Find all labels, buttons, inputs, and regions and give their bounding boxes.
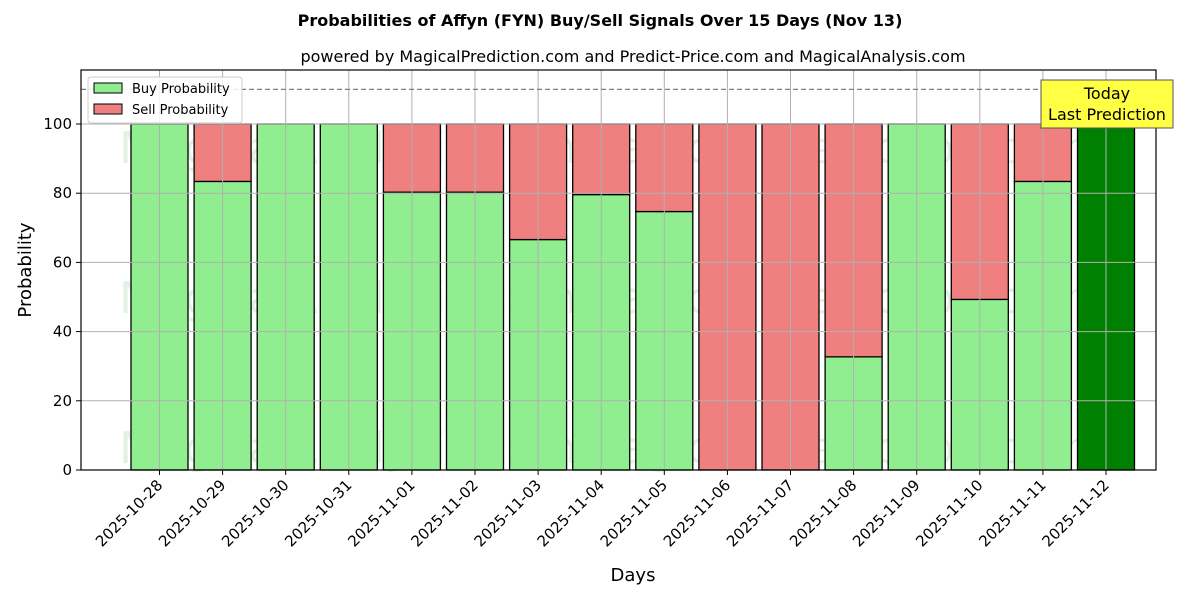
x-axis-label: Days bbox=[611, 565, 656, 586]
x-tick-label: 2025-10-30 bbox=[218, 476, 292, 550]
legend-label: Buy Probability bbox=[132, 82, 230, 97]
x-tick-label: 2025-11-08 bbox=[786, 476, 860, 550]
annotation-text: Last Prediction bbox=[1048, 105, 1166, 124]
y-tick-label: 80 bbox=[53, 184, 72, 202]
y-axis-label: Probability bbox=[15, 222, 36, 317]
x-tick-label: 2025-11-02 bbox=[407, 476, 481, 550]
x-tick-label: 2025-11-09 bbox=[849, 476, 923, 550]
y-tick-label: 60 bbox=[53, 253, 72, 271]
x-tick-label: 2025-11-11 bbox=[975, 476, 1049, 550]
x-tick-label: 2025-10-29 bbox=[155, 476, 229, 550]
legend-swatch bbox=[93, 82, 123, 94]
y-tick-label: 20 bbox=[53, 392, 72, 410]
y-tick-label: 100 bbox=[43, 115, 72, 133]
x-tick-label: 2025-11-05 bbox=[597, 476, 671, 550]
chart-subtitle: powered by MagicalPrediction.com and Pre… bbox=[300, 47, 965, 66]
x-tick-label: 2025-10-28 bbox=[92, 476, 166, 550]
y-tick-label: 40 bbox=[53, 323, 72, 341]
legend-label: Sell Probability bbox=[132, 103, 229, 118]
today-annotation: Today Last Prediction bbox=[1040, 79, 1174, 129]
x-tick-label: 2025-11-07 bbox=[723, 476, 797, 550]
x-tick-label: 2025-11-03 bbox=[471, 476, 545, 550]
x-tick-label: 2025-11-12 bbox=[1038, 476, 1112, 550]
x-tick-label: 2025-11-06 bbox=[660, 476, 734, 550]
axes-frame bbox=[80, 69, 1157, 471]
x-tick-label: 2025-10-31 bbox=[281, 476, 355, 550]
legend: Buy Probability Sell Probability bbox=[87, 76, 243, 124]
x-tick-label: 2025-11-04 bbox=[534, 476, 608, 550]
x-tick-label: 2025-11-01 bbox=[344, 476, 418, 550]
plot-area: MagicalAnalysis.comMagical Prediction.co… bbox=[43, 69, 1174, 550]
annotation-text: Today bbox=[1083, 84, 1130, 103]
legend-swatch bbox=[93, 103, 123, 115]
y-tick-label: 0 bbox=[62, 461, 72, 479]
chart-title: Probabilities of Affyn (FYN) Buy/Sell Si… bbox=[298, 11, 903, 30]
x-tick-label: 2025-11-10 bbox=[912, 476, 986, 550]
